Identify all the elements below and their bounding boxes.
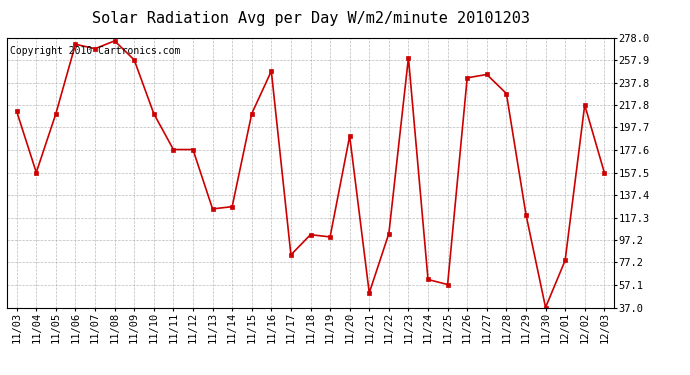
Text: Solar Radiation Avg per Day W/m2/minute 20101203: Solar Radiation Avg per Day W/m2/minute … [92, 11, 529, 26]
Text: Copyright 2010 Cartronics.com: Copyright 2010 Cartronics.com [10, 46, 180, 56]
